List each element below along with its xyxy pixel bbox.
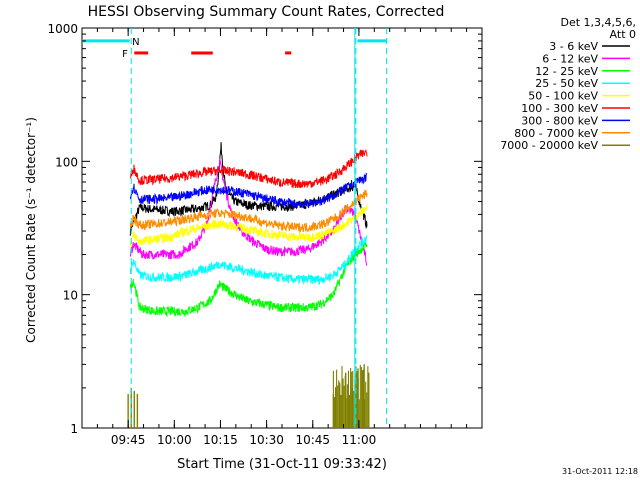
series-line-6	[129, 172, 368, 209]
legend-label-2: 12 - 25 keV	[535, 65, 598, 78]
x-tick-label-3: 10:30	[249, 433, 284, 447]
y-tick-label-2: 100	[55, 155, 78, 169]
legend-label-4: 50 - 100 keV	[528, 90, 598, 103]
legend-header-line-2: Att 0	[610, 28, 636, 41]
series-line-7	[129, 189, 368, 233]
chart-title: HESSI Observing Summary Count Rates, Cor…	[88, 4, 445, 20]
x-tick-label-2: 10:15	[203, 433, 238, 447]
flag-f: F	[122, 49, 128, 60]
series-line-0	[129, 142, 368, 236]
legend-label-5: 100 - 300 keV	[521, 102, 598, 115]
legend-header-line-1: Det 1,3,4,5,6,	[560, 16, 636, 29]
legend-label-0: 3 - 6 keV	[549, 40, 598, 53]
annotation-layer: FN	[82, 28, 388, 428]
y-tick-label-1: 10	[63, 289, 78, 303]
x-tick-label-5: 11:00	[342, 433, 377, 447]
x-tick-label-0: 09:45	[111, 433, 146, 447]
x-axis-label: Start Time (31-Oct-11 09:33:42)	[177, 457, 387, 472]
legend-label-3: 25 - 50 keV	[535, 77, 598, 90]
y-axis-label: Corrected Count Rate (s⁻¹ detector⁻¹)	[24, 117, 38, 343]
legend-label-1: 6 - 12 keV	[542, 52, 598, 65]
legend-label-7: 800 - 7000 keV	[514, 127, 598, 140]
series-line-3	[129, 235, 368, 286]
flag-n: N	[132, 37, 139, 48]
axes-layer: 1 10 100 1000 09:45 10:00 10:15 10:30 10:45 11:00	[47, 22, 483, 447]
x-tick-label-4: 10:45	[295, 433, 330, 447]
series-line-2	[129, 241, 368, 318]
timestamp: 31-Oct-2011 12:18	[562, 467, 638, 476]
series-line-4	[129, 204, 368, 248]
legend-label-8: 7000 - 20000 keV	[500, 139, 598, 152]
y-tick-label-0: 1	[70, 422, 78, 436]
series-line-5	[129, 148, 368, 189]
legend-label-6: 300 - 800 keV	[521, 114, 598, 127]
x-tick-label-1: 10:00	[157, 433, 192, 447]
y-tick-label-3: 1000	[47, 22, 78, 36]
